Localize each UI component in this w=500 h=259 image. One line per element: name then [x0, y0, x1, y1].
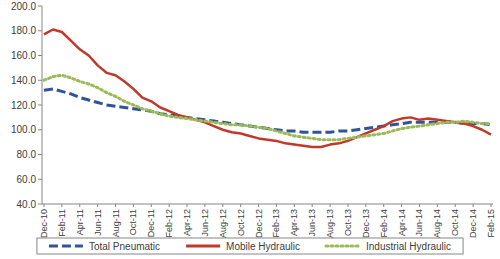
series-line [44, 30, 491, 148]
x-tick-label: Feb-13 [271, 209, 281, 238]
x-tick-label: Apr-12 [182, 209, 192, 236]
x-tick [276, 204, 277, 207]
legend-swatch [326, 245, 360, 248]
legend-label: Industrial Hydraulic [366, 241, 451, 252]
x-tick-label: Jun-14 [414, 209, 424, 237]
x-tick-label: Dec-12 [254, 209, 264, 238]
y-tick [38, 55, 42, 56]
x-tick-label: Feb-15 [486, 209, 496, 238]
x-tick-label: Dec-13 [361, 209, 371, 238]
legend-item: Industrial Hydraulic [326, 241, 451, 252]
x-tick [115, 204, 116, 207]
legend-swatch [186, 245, 220, 248]
x-tick-label: Feb-11 [57, 209, 67, 237]
x-tick [258, 204, 259, 207]
x-tick-label: Aug-11 [111, 209, 121, 237]
x-axis-line [42, 204, 493, 205]
x-tick [240, 204, 241, 207]
x-tick-label: Feb-14 [379, 209, 389, 238]
plot-area [44, 30, 491, 148]
x-tick [312, 204, 313, 207]
x-tick [294, 204, 295, 207]
legend-label: Total Pneumatic [89, 241, 160, 252]
x-tick [187, 204, 188, 207]
x-tick-label: Dec-11 [146, 209, 156, 237]
x-tick [437, 204, 438, 207]
x-tick-label: Aug-12 [218, 209, 228, 238]
chart: 40.0 60.0 80.0 100.0 120.0 140.0 160.0 180.0 200… [0, 0, 500, 259]
x-tick [97, 204, 98, 207]
y-tick-label: 40.0 [17, 199, 37, 210]
x-tick [330, 204, 331, 207]
series-line [44, 75, 491, 139]
y-tick [38, 80, 42, 81]
y-tick-label: 80.0 [17, 149, 37, 160]
legend-item: Mobile Hydraulic [186, 241, 300, 252]
x-tick-label: Dec-10 [39, 209, 49, 238]
x-tick [347, 204, 348, 207]
x-tick [61, 204, 62, 207]
legend-box [37, 238, 463, 254]
x-tick-label: Feb-12 [164, 209, 174, 238]
y-tick [38, 6, 42, 7]
x-tick [473, 204, 474, 207]
y-tick-label: 60.0 [17, 174, 37, 185]
x-tick-label: Jun-11 [93, 209, 103, 236]
x-tick-label: Oct-14 [450, 209, 460, 236]
legend-label: Mobile Hydraulic [226, 241, 300, 252]
y-tick [38, 154, 42, 155]
x-tick [133, 204, 134, 207]
x-tick-label: Oct-13 [343, 209, 353, 236]
x-tick-label: Aug-13 [325, 209, 335, 238]
x-tick [44, 204, 45, 207]
x-tick [222, 204, 223, 207]
y-tick-label: 160.0 [11, 50, 36, 61]
x-tick-label: Jun-13 [307, 209, 317, 237]
x-tick [419, 204, 420, 207]
y-tick-label: 140.0 [11, 75, 36, 86]
x-tick-label: Apr-13 [289, 209, 299, 236]
x-tick [491, 204, 492, 207]
x-tick [383, 204, 384, 207]
x-tick [79, 204, 80, 207]
legend: Total Pneumatic Mobile Hydraulic Industria… [37, 238, 463, 254]
y-tick [38, 179, 42, 180]
legend-item: Total Pneumatic [49, 241, 160, 252]
x-tick [169, 204, 170, 207]
x-tick [401, 204, 402, 207]
legend-swatch [49, 245, 83, 248]
x-tick-label: Oct-12 [236, 209, 246, 236]
y-tick-label: 100.0 [11, 124, 36, 135]
x-tick-label: Aug-14 [432, 209, 442, 238]
x-tick-label: Apr-11 [75, 209, 85, 235]
x-tick [455, 204, 456, 207]
x-tick [365, 204, 366, 207]
x-tick [151, 204, 152, 207]
y-tick [38, 30, 42, 31]
x-tick [204, 204, 205, 207]
y-tick [38, 105, 42, 106]
y-tick [38, 204, 42, 205]
y-tick [38, 129, 42, 130]
x-tick-label: Jun-12 [200, 209, 210, 237]
y-tick-label: 120.0 [11, 100, 36, 111]
x-tick-label: Oct-11 [128, 209, 138, 235]
x-tick-label: Apr-14 [397, 209, 407, 236]
y-tick-label: 200.0 [11, 1, 36, 12]
y-tick-label: 180.0 [11, 25, 36, 36]
x-tick-label: Dec-14 [468, 209, 478, 238]
